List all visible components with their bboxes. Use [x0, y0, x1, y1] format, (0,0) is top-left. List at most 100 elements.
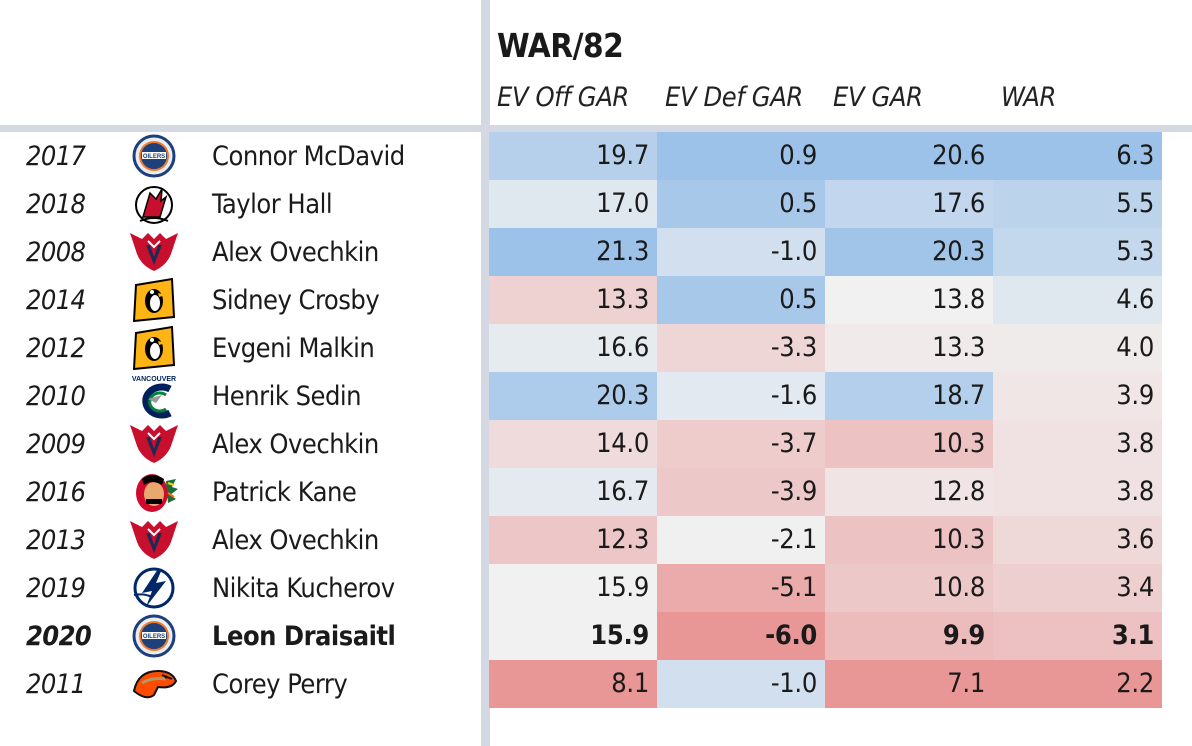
war-cell: 4.0 — [993, 324, 1162, 372]
war-cell: 3.1 — [993, 612, 1162, 660]
ev-def-gar-cell: 0.5 — [657, 180, 825, 228]
table-row: 2013 Alex Ovechkin 12.3 -2.1 10.3 3.6 — [0, 516, 1192, 564]
column-header-war: WAR — [1001, 82, 1056, 113]
season-year: 2018 — [26, 189, 86, 220]
player-name: Corey Perry — [212, 669, 348, 700]
war-cell: 4.6 — [993, 276, 1162, 324]
war-cell: 3.4 — [993, 564, 1162, 612]
war-cell: 3.9 — [993, 372, 1162, 420]
ev-off-gar-cell: 15.9 — [489, 612, 657, 660]
season-year: 2008 — [26, 237, 86, 268]
ev-gar-cell: 20.3 — [825, 228, 993, 276]
ev-gar-cell: 17.6 — [825, 180, 993, 228]
ev-gar-cell: 7.1 — [825, 660, 993, 708]
ev-gar-cell: 12.8 — [825, 468, 993, 516]
player-name: Sidney Crosby — [212, 285, 380, 316]
ev-gar-cell: 13.3 — [825, 324, 993, 372]
ev-off-gar-cell: 20.3 — [489, 372, 657, 420]
ev-off-gar-cell: 8.1 — [489, 660, 657, 708]
ev-gar-cell: 20.6 — [825, 132, 993, 180]
table-title: WAR/82 — [497, 26, 624, 65]
player-name: Connor McDavid — [212, 141, 405, 172]
ev-off-gar-cell: 21.3 — [489, 228, 657, 276]
table-row: 2008 Alex Ovechkin 21.3 -1.0 20.3 5.3 — [0, 228, 1192, 276]
ev-def-gar-cell: -3.9 — [657, 468, 825, 516]
ev-off-gar-cell: 16.7 — [489, 468, 657, 516]
svg-text:OILERS: OILERS — [143, 154, 165, 160]
war-cell: 6.3 — [993, 132, 1162, 180]
table-row: 2009 Alex Ovechkin 14.0 -3.7 10.3 3.8 — [0, 420, 1192, 468]
ev-gar-cell: 10.8 — [825, 564, 993, 612]
season-year: 2014 — [26, 285, 86, 316]
ev-gar-cell: 18.7 — [825, 372, 993, 420]
ev-def-gar-cell: -5.1 — [657, 564, 825, 612]
war-cell: 3.8 — [993, 468, 1162, 516]
season-year: 2010 — [26, 381, 86, 412]
player-name: Alex Ovechkin — [212, 237, 379, 268]
table-row: 2019 Nikita Kucherov 15.9 -5.1 10.8 3.4 — [0, 564, 1192, 612]
table-row: 2011 Corey Perry 8.1 -1.0 7.1 2.2 — [0, 660, 1192, 708]
column-header-ev-gar: EV GAR — [833, 82, 923, 113]
header-divider — [0, 125, 1192, 132]
ev-gar-cell: 13.8 — [825, 276, 993, 324]
oilers-logo: OILERS — [128, 133, 180, 179]
ev-gar-cell: 10.3 — [825, 516, 993, 564]
table-row: 2020 OILERS Leon Draisaitl 15.9 -6.0 9.9 3.1 — [0, 612, 1192, 660]
column-header-ev-def-gar: EV Def GAR — [665, 82, 803, 113]
ev-def-gar-cell: -1.0 — [657, 228, 825, 276]
player-name: Alex Ovechkin — [212, 429, 379, 460]
table-row: 2010 VANCOUVER Henrik Sedin 20.3 -1.6 18.7 3.9 — [0, 372, 1192, 420]
season-year: 2013 — [26, 525, 86, 556]
season-year: 2009 — [26, 429, 86, 460]
season-year: 2012 — [26, 333, 86, 364]
war-cell: 5.3 — [993, 228, 1162, 276]
ev-def-gar-cell: 0.5 — [657, 276, 825, 324]
capitals-logo — [128, 517, 180, 563]
ducks-logo — [128, 661, 180, 707]
ev-def-gar-cell: 0.9 — [657, 132, 825, 180]
war-cell: 2.2 — [993, 660, 1162, 708]
player-name: Evgeni Malkin — [212, 333, 375, 364]
penguins-logo — [128, 325, 180, 371]
war-cell: 3.8 — [993, 420, 1162, 468]
player-name: Alex Ovechkin — [212, 525, 379, 556]
svg-text:VANCOUVER: VANCOUVER — [132, 376, 176, 383]
canucks-logo: VANCOUVER — [128, 373, 180, 419]
ev-off-gar-cell: 15.9 — [489, 564, 657, 612]
table-row: 2014 Sidney Crosby 13.3 0.5 13.8 4.6 — [0, 276, 1192, 324]
blackhawks-logo — [128, 469, 180, 515]
ev-off-gar-cell: 14.0 — [489, 420, 657, 468]
table-row: 2018 Taylor Hall 17.0 0.5 17.6 5.5 — [0, 180, 1192, 228]
lightning-logo — [128, 565, 180, 611]
season-year: 2017 — [26, 141, 86, 172]
table-row: 2012 Evgeni Malkin 16.6 -3.3 13.3 4.0 — [0, 324, 1192, 372]
ev-def-gar-cell: -1.6 — [657, 372, 825, 420]
ev-off-gar-cell: 12.3 — [489, 516, 657, 564]
ev-def-gar-cell: -2.1 — [657, 516, 825, 564]
ev-off-gar-cell: 13.3 — [489, 276, 657, 324]
ev-def-gar-cell: -3.7 — [657, 420, 825, 468]
season-year: 2016 — [26, 477, 86, 508]
season-year: 2011 — [26, 669, 86, 700]
player-name: Leon Draisaitl — [212, 621, 396, 652]
ev-def-gar-cell: -1.0 — [657, 660, 825, 708]
table-row: 2017 OILERS Connor McDavid 19.7 0.9 20.6 6.3 — [0, 132, 1192, 180]
player-name: Taylor Hall — [212, 189, 333, 220]
penguins-logo — [128, 277, 180, 323]
ev-off-gar-cell: 17.0 — [489, 180, 657, 228]
capitals-logo — [128, 229, 180, 275]
ev-off-gar-cell: 19.7 — [489, 132, 657, 180]
player-name: Patrick Kane — [212, 477, 357, 508]
column-divider — [481, 0, 490, 746]
ev-def-gar-cell: -6.0 — [657, 612, 825, 660]
devils-logo — [128, 181, 180, 227]
player-name: Henrik Sedin — [212, 381, 362, 412]
oilers-logo: OILERS — [128, 613, 180, 659]
ev-gar-cell: 9.9 — [825, 612, 993, 660]
capitals-logo — [128, 421, 180, 467]
season-year: 2020 — [26, 621, 92, 652]
ev-def-gar-cell: -3.3 — [657, 324, 825, 372]
svg-text:OILERS: OILERS — [143, 634, 165, 640]
ev-gar-cell: 10.3 — [825, 420, 993, 468]
